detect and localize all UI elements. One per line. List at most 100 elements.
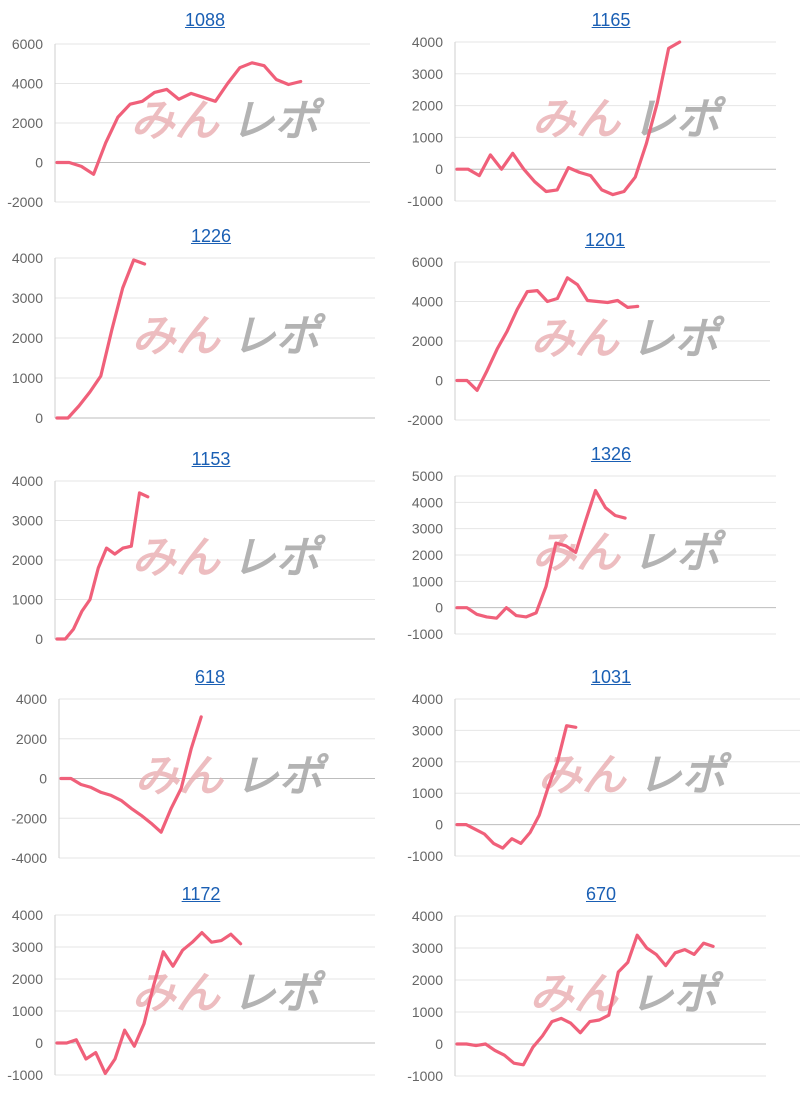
y-tick-label: 6000 (12, 36, 43, 52)
y-tick-label: 3000 (12, 290, 43, 306)
series-line (55, 491, 150, 641)
chart-9: -1000 0 1000 2000 3000 4000 みん レポ (7, 907, 375, 1083)
y-tick-label: 0 (35, 1035, 43, 1051)
y-tick-label: -1000 (7, 1067, 43, 1083)
y-tick-label: 3000 (412, 521, 443, 537)
chart-title-link[interactable]: 1031 (590, 667, 632, 687)
y-tick-label: 0 (435, 161, 443, 177)
y-tick-label: -2000 (7, 194, 43, 210)
y-tick-label: 1000 (12, 592, 43, 608)
y-tick-label: 1000 (412, 1004, 443, 1020)
chart-title-link[interactable]: 1165 (591, 10, 631, 30)
series-line (55, 258, 147, 420)
y-tick-label: 2000 (412, 98, 443, 114)
series-line (59, 715, 203, 834)
y-tick-label: 3000 (12, 513, 43, 529)
y-tick-label: 0 (35, 155, 43, 171)
y-tick-label: -1000 (407, 1068, 443, 1084)
chart-1: -2000 0 2000 4000 6000 みん レポ (7, 36, 370, 210)
y-tick-label: 4000 (16, 691, 47, 707)
y-tick-label: -2000 (11, 810, 47, 826)
watermark-part1: みん (531, 314, 621, 365)
y-tick-label: 2000 (412, 754, 443, 770)
y-tick-label: 0 (435, 817, 443, 833)
watermark-part2: レポ (631, 314, 726, 365)
y-tick-label: 3000 (412, 66, 443, 82)
y-tick-label: 1000 (412, 129, 443, 145)
y-tick-label: 4000 (412, 691, 443, 707)
y-tick-label: 2000 (12, 330, 43, 346)
y-tick-label: 0 (435, 373, 443, 389)
chart-title-link[interactable]: 1172 (181, 884, 221, 904)
watermark-part1: みん (132, 533, 222, 584)
y-tick-label: 1000 (12, 370, 43, 386)
series-line (455, 724, 578, 850)
y-tick-label: 1000 (12, 1003, 43, 1019)
chart-title-link[interactable]: 1153 (191, 449, 231, 469)
chart-title-link[interactable]: 618 (194, 667, 226, 687)
watermark-part2: レポ (632, 528, 727, 579)
y-tick-label: 4000 (12, 473, 43, 489)
y-tick-label: 2000 (12, 115, 43, 131)
y-tick-label: -2000 (407, 412, 443, 428)
chart-3: 0 1000 2000 3000 4000 みん レポ (12, 250, 375, 426)
y-tick-label: -1000 (407, 848, 443, 864)
y-tick-label: 1000 (412, 785, 443, 801)
chart-2: -1000 0 1000 2000 3000 4000 みん レポ (407, 34, 776, 209)
y-tick-label: 2000 (12, 552, 43, 568)
y-tick-label: -1000 (407, 626, 443, 642)
chart-title-link[interactable]: 1088 (184, 10, 226, 30)
y-tick-label: 4000 (12, 907, 43, 923)
y-tick-label: 0 (435, 600, 443, 616)
y-tick-label: 0 (35, 410, 43, 426)
y-tick-label: 6000 (412, 254, 443, 270)
y-tick-label: 0 (35, 631, 43, 647)
y-tick-label: 2000 (16, 731, 47, 747)
y-tick-label: 1000 (412, 573, 443, 589)
chart-5: 0 1000 2000 3000 4000 みん レポ (12, 473, 375, 647)
y-tick-label: 0 (39, 771, 47, 787)
y-tick-label: 4000 (412, 294, 443, 310)
watermark-part1: みん (132, 968, 222, 1019)
y-tick-label: 4000 (12, 250, 43, 266)
series-line (55, 61, 303, 176)
watermark-part2: レポ (231, 96, 326, 147)
series-line (455, 933, 715, 1067)
series-line (455, 276, 640, 392)
y-tick-label: 3000 (12, 939, 43, 955)
watermark-part1: みん (532, 94, 622, 145)
watermark-part2: レポ (235, 751, 330, 802)
y-tick-label: 2000 (412, 972, 443, 988)
watermark-part2: レポ (630, 969, 725, 1020)
chart-title-link[interactable]: 1201 (584, 230, 626, 250)
y-tick-label: 2000 (12, 971, 43, 987)
y-tick-label: 3000 (412, 722, 443, 738)
y-tick-label: 4000 (412, 34, 443, 50)
chart-title-link[interactable]: 1326 (590, 444, 632, 464)
series-line (455, 40, 682, 197)
watermark-part1: みん (132, 311, 222, 362)
watermark-part2: レポ (232, 311, 327, 362)
y-tick-label: 4000 (412, 494, 443, 510)
watermark-part2: レポ (638, 750, 733, 801)
y-tick-label: 4000 (412, 908, 443, 924)
y-tick-label: 2000 (412, 547, 443, 563)
series-line (455, 488, 627, 620)
y-tick-label: 5000 (412, 468, 443, 484)
watermark-part2: レポ (232, 533, 327, 584)
series-line (55, 930, 243, 1076)
y-tick-label: 3000 (412, 940, 443, 956)
chart-title-link[interactable]: 670 (585, 884, 617, 904)
y-tick-label: 0 (435, 1036, 443, 1052)
watermark-part2: レポ (232, 968, 327, 1019)
watermark-part1: みん (530, 969, 620, 1020)
watermark-part1: みん (131, 96, 221, 147)
watermark-part2: レポ (632, 94, 727, 145)
y-tick-label: 4000 (12, 76, 43, 92)
chart-title-link[interactable]: 1226 (190, 226, 232, 246)
y-tick-label: 2000 (412, 333, 443, 349)
